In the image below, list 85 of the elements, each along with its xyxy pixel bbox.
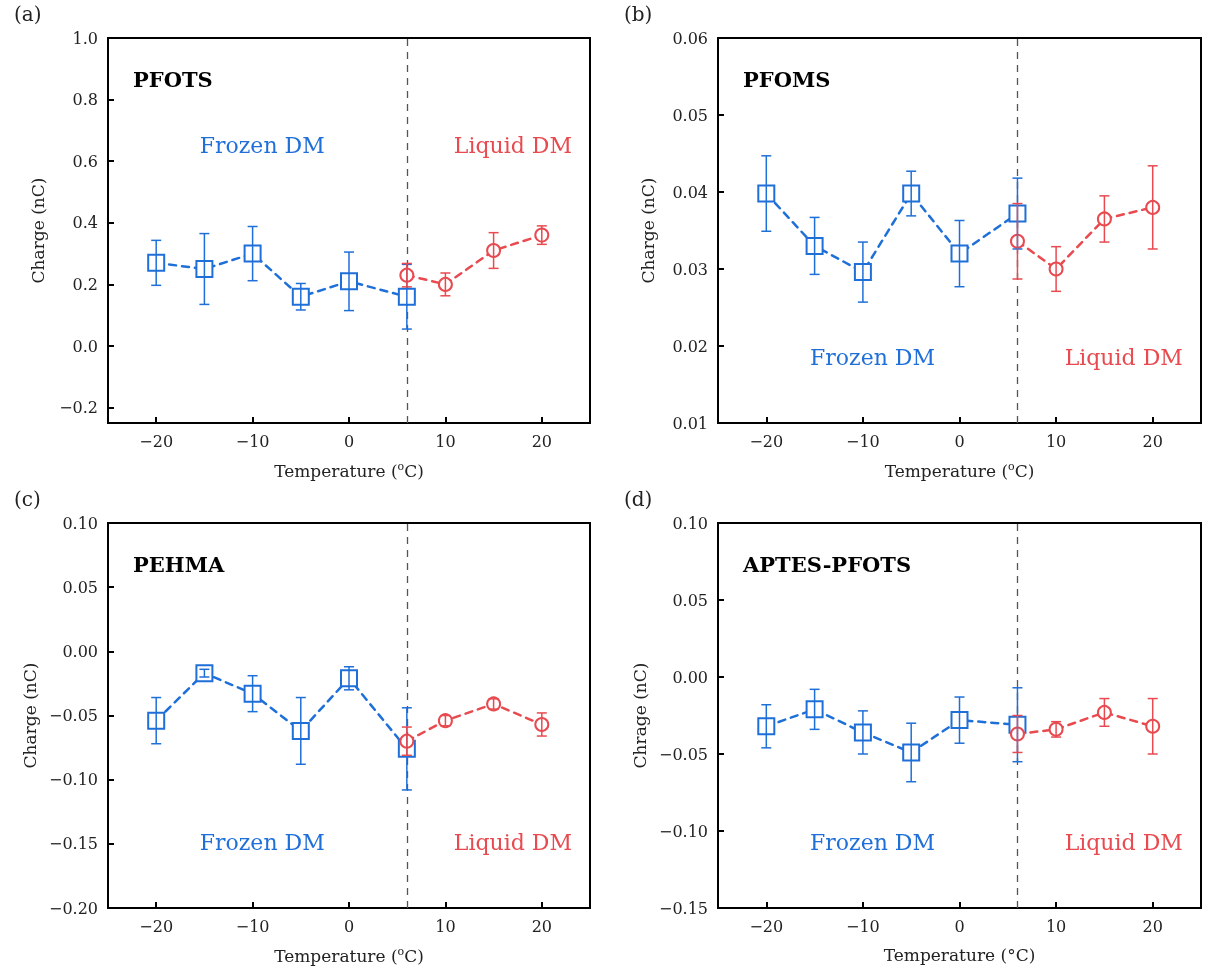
y-tick-label: 0.00 — [62, 641, 98, 661]
point — [950, 711, 969, 730]
x-tick-label: 10 — [435, 916, 456, 936]
point — [1096, 211, 1112, 227]
x-tick-label: 10 — [435, 431, 456, 451]
x-axis-title: Temperature (°C) — [883, 944, 1036, 965]
x-tick-label: −10 — [846, 431, 880, 451]
point — [1145, 718, 1161, 734]
y-axis-title: Charge (nC) — [637, 177, 658, 284]
point — [1145, 199, 1161, 215]
annotation: Frozen DM — [199, 830, 325, 856]
y-tick-label: 0.02 — [672, 336, 708, 356]
x-tick-label: 0 — [954, 916, 965, 936]
annotation: Liquid DM — [1064, 830, 1183, 856]
annotation: Liquid DM — [453, 830, 572, 856]
x-tick-label: −10 — [235, 916, 270, 936]
y-tick-label: 0.06 — [672, 28, 708, 48]
y-tick-label: 0.05 — [672, 590, 708, 610]
x-tick-label: −10 — [235, 431, 270, 451]
y-tick-label: −0.10 — [48, 770, 98, 790]
text: (a) — [14, 2, 42, 26]
point — [950, 244, 969, 263]
point — [805, 700, 824, 719]
y-tick-label: 0.6 — [72, 151, 98, 171]
text: PEHMA — [133, 552, 225, 577]
y-tick-label: −0.15 — [48, 834, 98, 854]
y-tick-label: −0.15 — [658, 898, 708, 918]
point — [1096, 704, 1112, 720]
y-tick-label: 0.03 — [672, 259, 708, 279]
y-tick-label: −0.2 — [59, 398, 98, 418]
y-tick-label: 0.8 — [72, 90, 98, 110]
x-tick-label: −10 — [846, 916, 880, 936]
y-tick-label: −0.10 — [658, 821, 708, 841]
y-tick-label: 1.0 — [72, 28, 98, 48]
point — [757, 717, 776, 736]
y-tick-label: 0.05 — [62, 577, 98, 597]
x-tick-label: 0 — [954, 431, 965, 451]
x-tick-label: 20 — [1142, 916, 1163, 936]
y-axis-title: Chrage (nC) — [629, 662, 650, 769]
annotation: Liquid DM — [1064, 345, 1183, 371]
annotation: Frozen DM — [810, 345, 936, 371]
y-axis-title: Charge (nC) — [27, 177, 48, 284]
annotation: Liquid DM — [453, 133, 572, 159]
annotation: Frozen DM — [810, 830, 936, 856]
point — [195, 260, 214, 278]
x-tick-label: 10 — [1045, 916, 1067, 936]
y-tick-label: 0.0 — [72, 336, 98, 356]
y-tick-label: 0.4 — [72, 213, 98, 233]
point — [1009, 726, 1025, 742]
y-tick-label: 0.10 — [672, 513, 708, 533]
y-tick-label: −0.05 — [48, 706, 98, 725]
point — [486, 243, 502, 259]
point — [757, 184, 776, 203]
x-tick-label: 20 — [1142, 431, 1163, 451]
x-tick-label: −20 — [139, 431, 174, 451]
y-axis-title: Charge (nC) — [19, 662, 40, 769]
y-tick-label: 0.01 — [672, 413, 708, 433]
point — [243, 684, 262, 703]
x-tick-label: −20 — [749, 431, 784, 451]
point — [1009, 233, 1025, 249]
text: (b) — [624, 2, 653, 26]
y-tick-label: −0.05 — [658, 744, 708, 764]
y-tick-label: 0.10 — [62, 513, 98, 533]
y-tick-label: 0.00 — [672, 667, 708, 687]
y-tick-label: 0.04 — [672, 182, 708, 202]
point — [437, 276, 453, 292]
x-tick-label: 0 — [343, 431, 355, 451]
y-tick-label: −0.20 — [48, 898, 98, 918]
point — [1008, 204, 1027, 223]
x-tick-label: 20 — [531, 431, 552, 451]
x-tick-label: 0 — [343, 916, 355, 936]
text: (d) — [624, 487, 653, 511]
point — [805, 236, 824, 255]
text: APTES-PFOTS — [742, 552, 912, 577]
point — [243, 244, 262, 263]
annotation: Frozen DM — [199, 133, 325, 159]
y-tick-label: 0.05 — [672, 105, 708, 125]
y-tick-label: 0.2 — [72, 274, 98, 294]
text: (c) — [14, 487, 41, 511]
x-tick-label: −20 — [749, 916, 784, 936]
x-tick-label: −20 — [139, 916, 174, 936]
x-tick-label: 10 — [1045, 431, 1067, 451]
text: PFOMS — [743, 67, 831, 92]
text: PFOTS — [133, 67, 213, 92]
x-tick-label: 20 — [531, 916, 552, 936]
